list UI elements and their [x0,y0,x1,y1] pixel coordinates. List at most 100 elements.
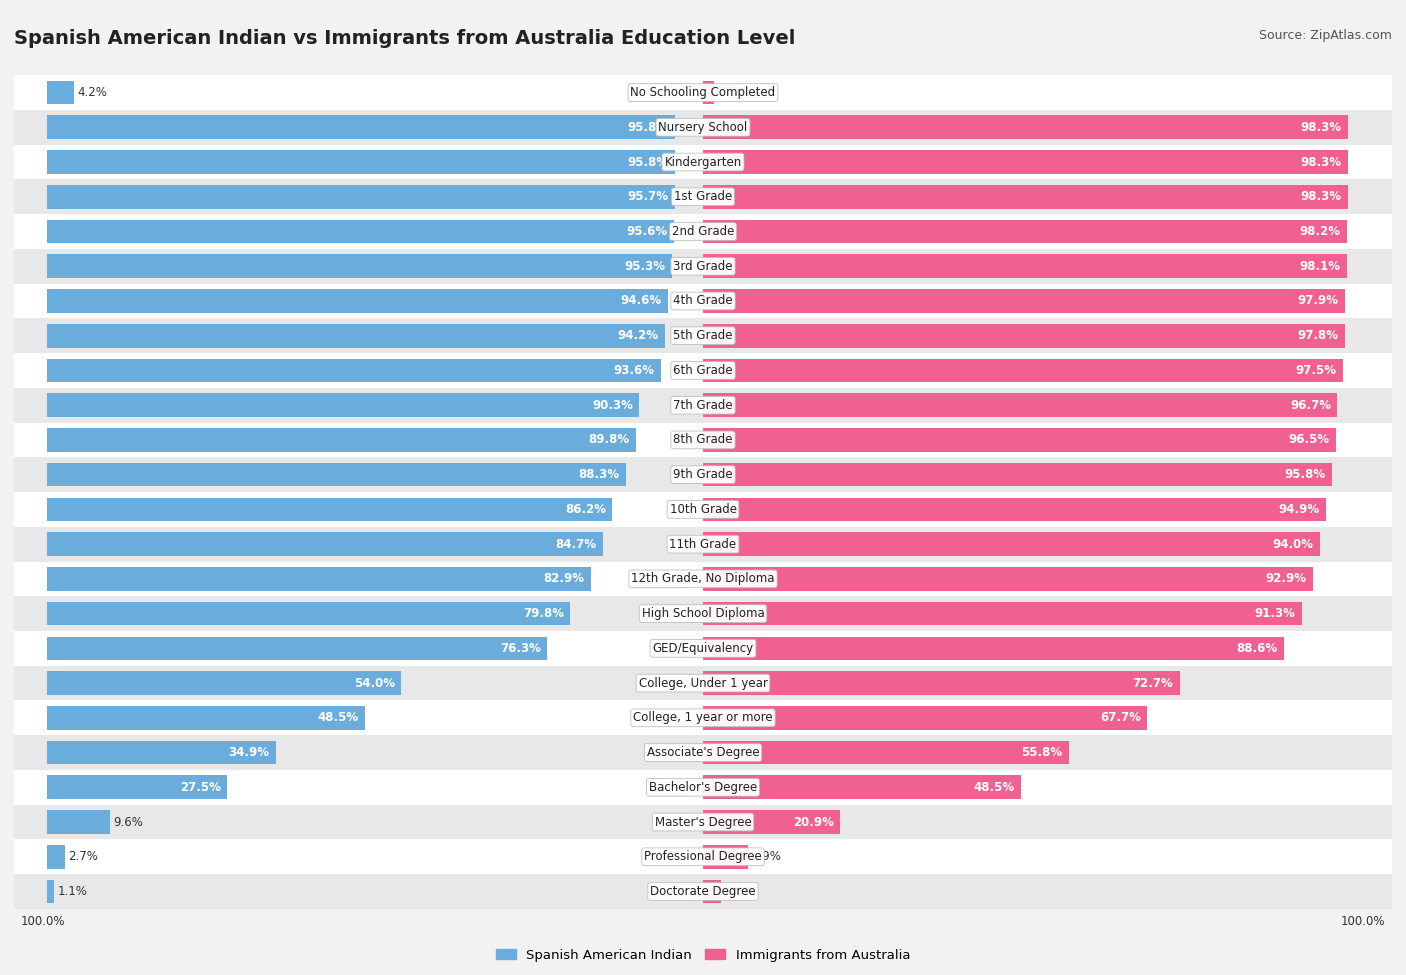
Bar [14,875,1392,909]
Bar [14,319,1392,353]
Bar [14,422,1392,457]
Text: 10th Grade: 10th Grade [669,503,737,516]
Text: 88.3%: 88.3% [579,468,620,482]
Text: 55.8%: 55.8% [1021,746,1063,760]
Bar [46,567,591,591]
Bar [703,810,841,834]
Text: 86.2%: 86.2% [565,503,606,516]
Bar [46,810,110,834]
Text: No Schooling Completed: No Schooling Completed [630,86,776,99]
Bar [703,741,1069,764]
Text: 98.2%: 98.2% [1299,225,1341,238]
Text: 72.7%: 72.7% [1133,677,1174,689]
Text: College, Under 1 year: College, Under 1 year [638,677,768,689]
Text: 1st Grade: 1st Grade [673,190,733,203]
Text: 88.6%: 88.6% [1237,642,1278,655]
Bar [46,775,228,799]
Text: 98.1%: 98.1% [1299,259,1340,273]
Bar [14,804,1392,839]
Bar [14,735,1392,770]
Text: High School Diploma: High School Diploma [641,607,765,620]
Text: 67.7%: 67.7% [1099,712,1140,724]
Text: 95.7%: 95.7% [627,190,668,203]
Text: 95.3%: 95.3% [624,259,665,273]
Text: 2.8%: 2.8% [724,885,755,898]
Text: 95.8%: 95.8% [1284,468,1324,482]
Text: 1.1%: 1.1% [58,885,87,898]
Bar [703,463,1331,487]
Text: 4.2%: 4.2% [77,86,108,99]
Text: 8th Grade: 8th Grade [673,434,733,447]
Bar [14,179,1392,214]
Text: Source: ZipAtlas.com: Source: ZipAtlas.com [1258,29,1392,42]
Text: Associate's Degree: Associate's Degree [647,746,759,760]
Bar [14,700,1392,735]
Bar [14,75,1392,110]
Text: Kindergarten: Kindergarten [665,156,741,169]
Text: 82.9%: 82.9% [543,572,585,585]
Bar [46,115,675,139]
Text: 76.3%: 76.3% [501,642,541,655]
Bar [14,388,1392,422]
Text: 6th Grade: 6th Grade [673,364,733,377]
Bar [46,741,276,764]
Bar [14,526,1392,562]
Bar [46,81,75,104]
Bar [46,706,366,729]
Text: 9th Grade: 9th Grade [673,468,733,482]
Text: Spanish American Indian vs Immigrants from Australia Education Level: Spanish American Indian vs Immigrants fr… [14,29,796,48]
Bar [14,249,1392,284]
Bar [46,428,636,451]
Bar [703,290,1346,313]
Text: 3rd Grade: 3rd Grade [673,259,733,273]
Text: 9.6%: 9.6% [112,815,143,829]
Bar [14,839,1392,875]
Text: GED/Equivalency: GED/Equivalency [652,642,754,655]
Bar [46,185,675,209]
Bar [703,428,1336,451]
Text: 84.7%: 84.7% [555,537,596,551]
Bar [46,879,53,903]
Bar [703,671,1180,695]
Bar [46,497,613,522]
Text: 95.6%: 95.6% [627,225,668,238]
Bar [14,562,1392,597]
Bar [703,497,1326,522]
Text: 97.8%: 97.8% [1298,330,1339,342]
Text: Bachelor's Degree: Bachelor's Degree [650,781,756,794]
Text: 34.9%: 34.9% [228,746,270,760]
Text: 48.5%: 48.5% [318,712,359,724]
Bar [703,115,1348,139]
Bar [46,324,665,347]
Bar [46,150,675,174]
Bar [46,602,571,625]
Bar [46,671,401,695]
Text: 11th Grade: 11th Grade [669,537,737,551]
Bar [703,219,1347,244]
Text: 79.8%: 79.8% [523,607,564,620]
Bar [14,110,1392,144]
Text: 5th Grade: 5th Grade [673,330,733,342]
Bar [703,845,748,869]
Bar [703,324,1344,347]
Bar [703,185,1348,209]
Bar [703,637,1284,660]
Text: 100.0%: 100.0% [1341,915,1385,927]
Text: 95.8%: 95.8% [627,121,669,134]
Bar [703,775,1021,799]
Text: Doctorate Degree: Doctorate Degree [650,885,756,898]
Text: Master's Degree: Master's Degree [655,815,751,829]
Bar [14,597,1392,631]
Bar [14,144,1392,179]
Text: 97.9%: 97.9% [1298,294,1339,307]
Text: 94.6%: 94.6% [620,294,661,307]
Text: 94.9%: 94.9% [1278,503,1319,516]
Text: 92.9%: 92.9% [1265,572,1306,585]
Bar [46,393,640,417]
Bar [14,284,1392,319]
Bar [703,602,1302,625]
Bar [703,532,1320,556]
Bar [14,770,1392,804]
Bar [703,706,1147,729]
Bar [14,353,1392,388]
